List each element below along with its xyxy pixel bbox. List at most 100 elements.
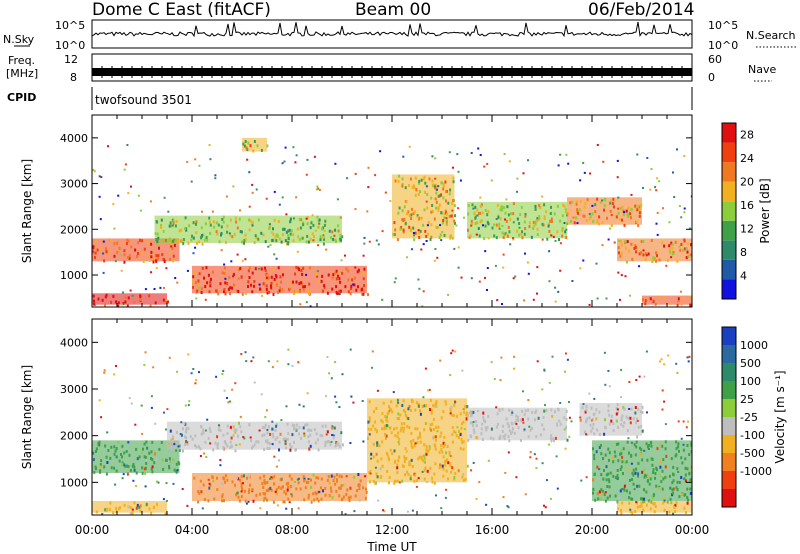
data-cell xyxy=(162,298,165,302)
data-cell xyxy=(434,185,436,188)
data-cell xyxy=(217,428,220,432)
data-cell xyxy=(452,166,454,169)
data-cell xyxy=(514,421,517,425)
data-cell xyxy=(363,242,366,245)
data-cell xyxy=(615,215,618,219)
data-cell xyxy=(607,472,610,476)
data-cell xyxy=(172,259,175,263)
data-cell xyxy=(330,474,333,478)
data-cell xyxy=(420,248,423,251)
data-cell xyxy=(445,216,448,219)
data-cell xyxy=(615,442,618,446)
data-cell xyxy=(439,434,442,438)
data-cell xyxy=(409,229,412,232)
data-cell xyxy=(386,470,389,473)
data-cell xyxy=(450,352,453,355)
data-cell xyxy=(139,298,142,302)
data-cell xyxy=(527,417,530,421)
data-cell xyxy=(495,223,498,227)
data-cell xyxy=(459,412,462,416)
data-cell xyxy=(329,486,332,490)
data-cell xyxy=(223,288,226,292)
data-cell xyxy=(659,465,662,469)
data-cell xyxy=(422,396,425,399)
data-cell xyxy=(684,473,687,477)
data-cell xyxy=(163,411,165,414)
data-cell xyxy=(431,480,434,484)
data-cell xyxy=(165,459,168,462)
data-cell xyxy=(620,240,622,244)
data-cell xyxy=(127,505,130,509)
data-cell xyxy=(520,232,523,236)
data-cell xyxy=(596,219,599,223)
y-tick-label: 2000 xyxy=(60,430,88,443)
data-cell xyxy=(609,201,612,205)
data-cell xyxy=(156,232,159,236)
data-cell xyxy=(197,445,200,448)
data-cell xyxy=(490,361,493,364)
data-cell xyxy=(448,453,451,457)
data-cell xyxy=(389,407,392,411)
data-cell xyxy=(98,399,101,402)
data-cell xyxy=(545,408,548,412)
data-cell xyxy=(643,449,646,452)
data-cell xyxy=(498,407,501,411)
data-cell xyxy=(374,481,377,485)
data-cell xyxy=(498,222,501,226)
data-cell xyxy=(380,419,383,422)
data-cell xyxy=(412,226,415,230)
data-cell xyxy=(104,303,106,307)
data-cell xyxy=(445,451,448,455)
data-cell xyxy=(690,243,692,247)
data-cell xyxy=(237,434,239,438)
data-cell xyxy=(649,477,652,481)
data-cell xyxy=(461,422,464,426)
data-cell xyxy=(115,300,117,304)
data-cell xyxy=(203,276,205,280)
data-cell xyxy=(412,232,415,234)
data-cell xyxy=(591,212,594,216)
data-cell xyxy=(593,453,596,457)
data-cell xyxy=(677,297,680,301)
data-cell xyxy=(232,275,235,278)
data-cell xyxy=(209,430,212,433)
data-cell xyxy=(287,485,289,489)
data-cell xyxy=(603,432,606,436)
data-cell xyxy=(591,204,594,207)
data-cell xyxy=(412,439,415,442)
data-cell xyxy=(150,255,153,259)
data-cell xyxy=(576,222,579,225)
data-cell xyxy=(320,486,322,490)
data-cell xyxy=(295,448,297,452)
data-cell xyxy=(374,420,376,424)
data-cell xyxy=(324,487,327,490)
data-cell xyxy=(150,467,153,471)
data-cell xyxy=(341,373,344,376)
data-cell xyxy=(181,238,184,242)
data-cell xyxy=(199,479,202,483)
data-cell xyxy=(419,409,422,413)
data-cell xyxy=(313,235,315,239)
data-cell xyxy=(124,464,127,468)
data-cell xyxy=(277,485,280,489)
data-cell xyxy=(637,407,640,411)
data-cell xyxy=(232,434,235,438)
data-cell xyxy=(127,441,130,444)
data-cell xyxy=(347,290,350,294)
data-cell xyxy=(443,212,446,216)
data-cell xyxy=(420,178,423,182)
data-cell xyxy=(200,236,202,240)
data-cell xyxy=(475,424,478,428)
data-cell xyxy=(467,212,470,216)
data-cell xyxy=(185,430,188,434)
data-cell xyxy=(147,241,150,245)
data-cell xyxy=(209,220,211,224)
data-cell xyxy=(475,436,478,439)
data-cell xyxy=(333,475,336,479)
data-cell xyxy=(410,441,413,445)
data-cell xyxy=(625,466,628,469)
data-cell xyxy=(627,416,630,420)
data-cell xyxy=(204,222,207,226)
